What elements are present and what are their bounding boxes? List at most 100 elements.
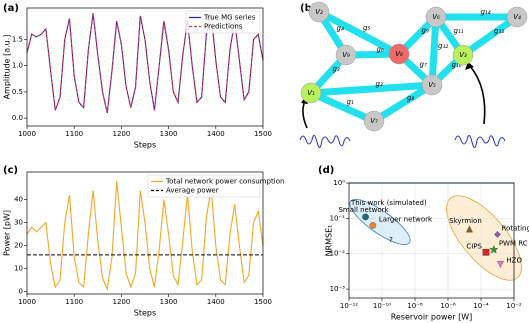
node (421, 74, 443, 96)
edge-label: g₈ (407, 94, 414, 102)
point-label: Skyrmion (449, 217, 482, 225)
point-label: Small network (338, 206, 389, 214)
point (496, 261, 504, 268)
y-tick-label: 10⁰ (333, 179, 345, 187)
point (489, 245, 499, 254)
point (466, 225, 473, 233)
point (494, 231, 501, 238)
y-tick-label: 1.5 (12, 35, 23, 43)
x-tick-label: 1000 (18, 130, 36, 138)
node-label: V₉ (342, 51, 350, 59)
chart: 1000 1100 1200 1300 1400 1500 0 10 20 30 40 Steps Po… (3, 171, 284, 318)
legend-box (185, 10, 261, 34)
node (335, 44, 357, 66)
annotation: ? (389, 236, 393, 244)
panel-label: (d) (318, 165, 334, 176)
x-axis-label: Reservoir power [W] (391, 313, 473, 322)
x-tick-label: 1500 (254, 130, 272, 138)
y-tick-label: 0 (19, 288, 23, 296)
legend-label: Average power (166, 187, 219, 195)
node-label: V₆ (432, 13, 440, 21)
series-line (26, 13, 264, 114)
point-label: Larger network (379, 215, 433, 223)
edge-label: g₅ (363, 24, 370, 32)
edge (317, 8, 401, 58)
annotation: This work (simulated) (350, 199, 427, 207)
node-label: V₃ (459, 51, 467, 59)
x-tick-label: 10⁻⁴ (473, 302, 489, 310)
edge-label: g₁₁ (454, 27, 464, 35)
point-label: PWM RC (499, 240, 528, 248)
node (300, 82, 322, 104)
y-tick-label: 0.0 (12, 114, 23, 122)
edge-label: g₆ (377, 46, 384, 54)
y-tick-label: 10 (14, 265, 23, 273)
point (369, 222, 377, 229)
panel-label: (a) (3, 3, 19, 14)
point-label: HZO (506, 256, 522, 264)
point (362, 213, 369, 221)
point-label: Rotating neurons (502, 224, 529, 232)
network-diagram: g₁ g₂ g₃ g₄ g₅ g₆ g₇ g₈ g₉ g₁₀ g₁₁ g₁₂ g₁₃ g₁₄ V₁ V₂ V₃ V… (300, 1, 528, 132)
panel-label: (c) (3, 165, 18, 176)
x-tick-label: 10⁻¹⁰ (373, 302, 391, 310)
edge-label: g₁₄ (481, 8, 491, 16)
edge (310, 81, 433, 97)
y-axis-label: Power [pW] (3, 210, 12, 256)
node (363, 110, 385, 132)
plot-frame (26, 7, 264, 127)
edge-label: g₃ (333, 65, 340, 73)
legend-label: Predictions (204, 23, 243, 31)
legend-label: True MG series (203, 14, 256, 22)
x-axis-label: Steps (134, 309, 156, 318)
edge (309, 89, 376, 125)
node-label: V₅ (428, 81, 436, 89)
node (452, 44, 474, 66)
y-tick-label: 10⁻³ (330, 285, 346, 293)
y-tick-label: 0.5 (12, 88, 23, 96)
y-axis-label: Amplitude [a.u.] (3, 35, 12, 100)
point (482, 248, 490, 256)
node-label: V₈ (395, 50, 403, 58)
edge-label: g₄ (337, 25, 344, 33)
node (425, 6, 447, 28)
plot-frame (26, 171, 264, 295)
y-tick-label: 40 (14, 196, 23, 204)
edge-label: g₁₂ (438, 42, 448, 50)
chart: 1000 1100 1200 1300 1400 1500 0.0 0.5 1.0 1.5 Step… (3, 7, 272, 150)
input-signal (299, 135, 351, 148)
edge-label: g₁ (347, 98, 354, 106)
node (308, 1, 330, 23)
y-tick-label: 30 (14, 219, 23, 227)
x-tick-label: 1300 (160, 130, 178, 138)
x-tick-label: 10⁻⁶ (440, 302, 456, 310)
edge (372, 82, 434, 124)
legend-box (147, 174, 261, 198)
x-tick-label: 1100 (65, 298, 83, 306)
edge-label: g₉ (422, 27, 429, 35)
plot-frame (348, 182, 515, 299)
edge-label: g₇ (420, 61, 427, 69)
edge (428, 16, 440, 86)
y-tick-label: 1.0 (12, 62, 23, 70)
x-tick-label: 1000 (18, 298, 36, 306)
edge (460, 14, 520, 58)
node (388, 43, 410, 65)
edge-label: g₂ (376, 80, 383, 88)
x-tick-label: 1100 (65, 130, 83, 138)
region (349, 199, 411, 245)
x-axis-label: Steps (134, 141, 156, 150)
x-tick-label: 1400 (207, 298, 225, 306)
panel-label: (b) (300, 3, 316, 14)
chart: 10⁻¹² 10⁻¹⁰ 10⁻⁸ 10⁻⁶ 10⁻⁴ 10⁻² 10⁻³ 10⁻² 10⁻¹ 10… (325, 179, 529, 322)
legend-label: Total network power consumption (165, 178, 284, 186)
x-tick-label: 1500 (254, 298, 272, 306)
y-tick-label: 10⁻² (330, 250, 346, 258)
node (506, 6, 528, 28)
y-tick-label: 20 (14, 242, 23, 250)
point-label: CIPS (466, 242, 482, 250)
region (446, 195, 522, 281)
node-label: V₁ (307, 89, 315, 97)
arrow (302, 100, 308, 129)
